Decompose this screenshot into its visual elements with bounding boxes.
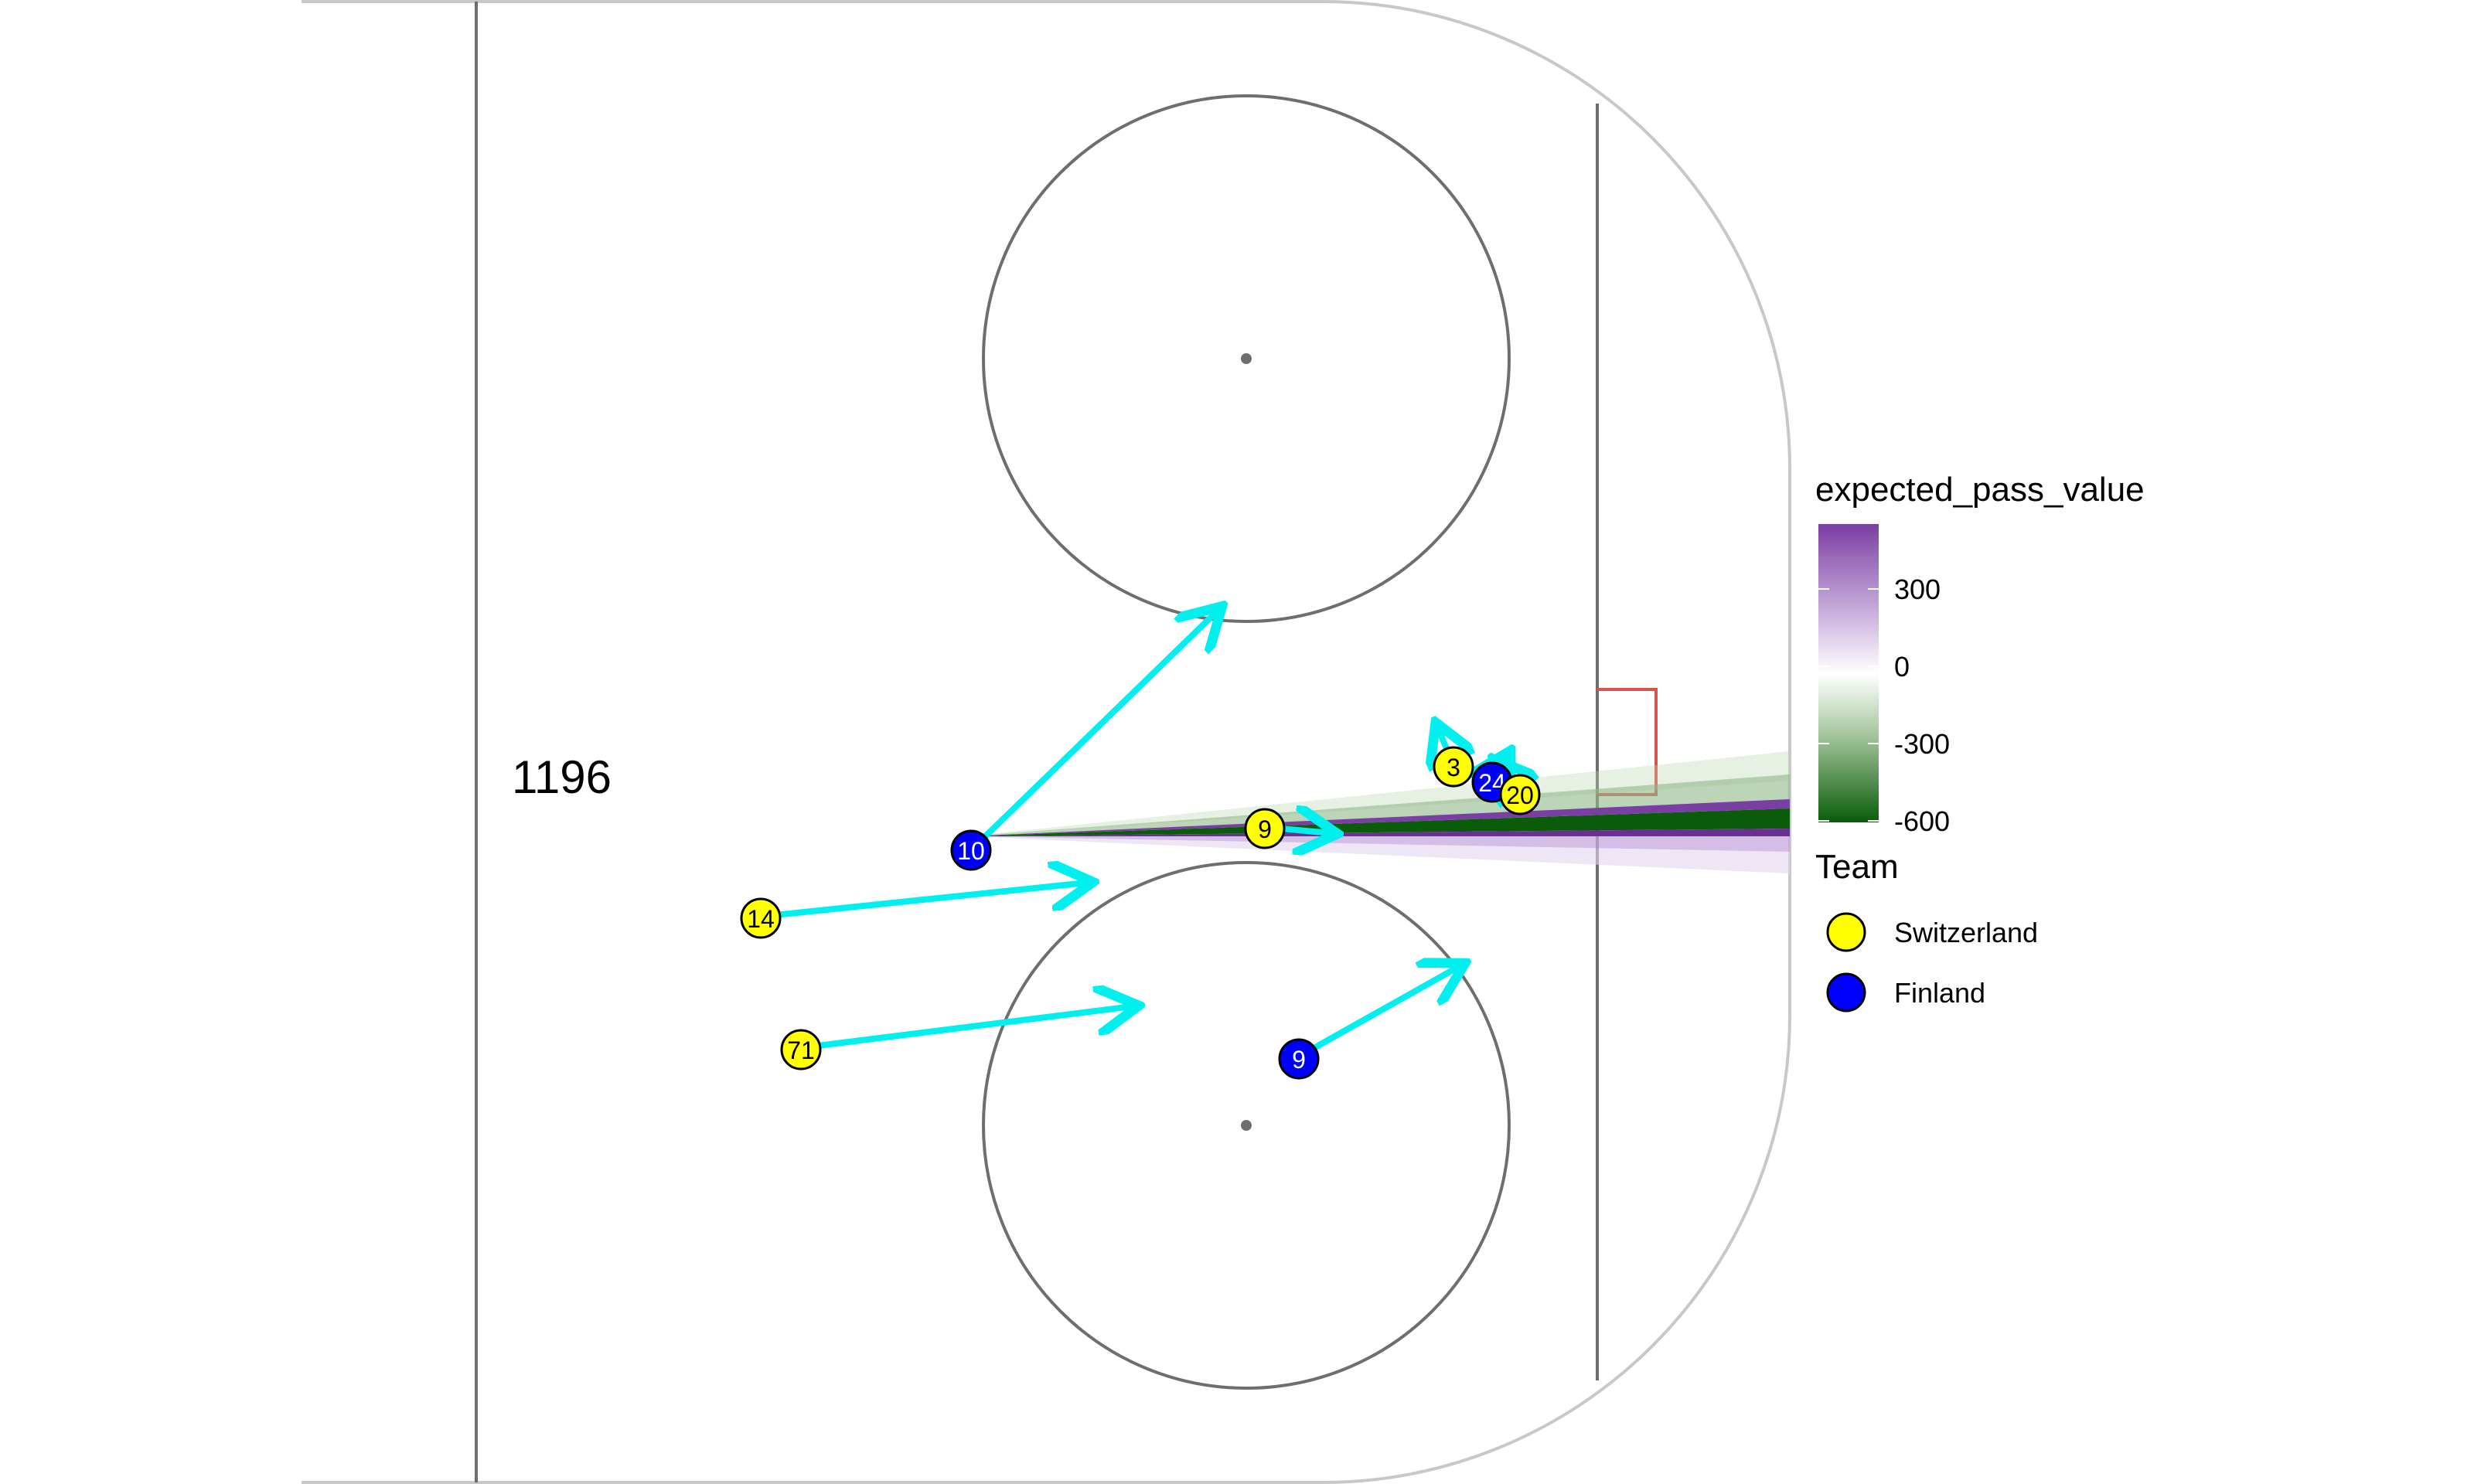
legend-expected-pass-value: expected_pass_value 300 0 -300 -600 <box>1815 471 2145 837</box>
player-marker: 3 <box>1433 746 1474 788</box>
player-number: 3 <box>1447 754 1460 781</box>
legend-swatch-finland <box>1826 972 1866 1013</box>
rink-boards <box>302 0 1791 1484</box>
fan-light-green <box>966 774 1790 836</box>
arrow-71-switzerland <box>796 1006 1133 1051</box>
player-number: 14 <box>747 905 775 933</box>
player-switzerland-dot <box>1499 774 1541 815</box>
player-finland-dot <box>950 829 992 871</box>
player-marker: 9 <box>1278 1038 1320 1080</box>
player-marker: 20 <box>1499 774 1541 815</box>
fan-faint-green-outer <box>966 751 1790 836</box>
faceoff-dot-top <box>1241 353 1252 364</box>
player-switzerland-dot <box>1433 746 1474 788</box>
player-number: 10 <box>957 837 985 865</box>
legend-tick-label: -600 <box>1894 805 1950 837</box>
rink <box>302 0 1791 1484</box>
arrow-9-finland <box>1294 966 1460 1060</box>
legend-value-title: expected_pass_value <box>1815 471 2145 509</box>
legend-tick-label: -300 <box>1894 728 1950 760</box>
fan-dark-purple <box>966 829 1790 836</box>
legend-tick-label: 300 <box>1894 574 1941 605</box>
legend-tick-label: 0 <box>1894 651 1910 682</box>
faceoff-dot-bottom <box>1241 1120 1252 1131</box>
player-finland-dot <box>1278 1038 1320 1080</box>
player-marker: 71 <box>780 1029 822 1070</box>
fan-faint-purple-outer <box>966 836 1790 873</box>
player-number: 9 <box>1292 1046 1306 1074</box>
player-number: 71 <box>787 1036 815 1064</box>
arrow-14-switzerland <box>756 883 1087 920</box>
pass-value-fan <box>966 751 1790 873</box>
player-switzerland-dot <box>1244 808 1286 849</box>
legend-label-finland: Finland <box>1894 977 1985 1009</box>
frame-label: 1196 <box>512 751 612 803</box>
arrow-10-finland <box>969 611 1218 852</box>
legend-team-title: Team <box>1815 848 1899 886</box>
player-marker: 9 <box>1244 808 1286 849</box>
legend-swatch-switzerland <box>1826 912 1866 952</box>
faceoff-circle-top <box>982 94 1511 623</box>
player-number: 20 <box>1506 781 1534 809</box>
legend-team: Team Switzerland Finland <box>1815 848 2038 1013</box>
legend-label-switzerland: Switzerland <box>1894 917 2038 948</box>
legend-value-colorbar <box>1818 524 1879 822</box>
fan-dark-green <box>966 808 1790 836</box>
player-switzerland-dot <box>780 1029 822 1070</box>
legend-value-ticks <box>1818 588 1879 822</box>
player-marker: 10 <box>950 829 992 871</box>
faceoff-circle-bottom <box>982 861 1511 1390</box>
player-switzerland-dot <box>740 897 782 939</box>
player-marker: 14 <box>740 897 782 939</box>
fan-purple-top <box>966 799 1790 836</box>
player-number: 9 <box>1258 815 1272 843</box>
